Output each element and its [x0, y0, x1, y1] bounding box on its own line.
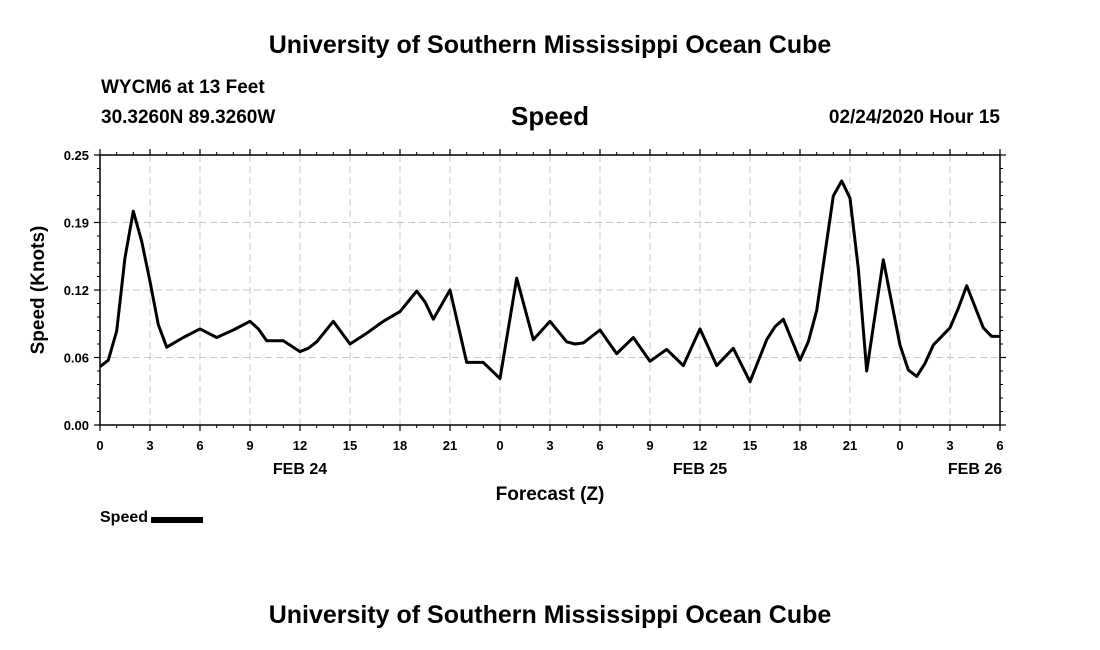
x-tick-label: 0 [496, 438, 503, 453]
station-label: WYCM6 at 13 Feet [101, 77, 265, 98]
day-label: FEB 24 [273, 461, 327, 478]
chart-title: Speed [510, 101, 590, 131]
x-tick-label: 15 [743, 438, 757, 453]
grid-lines [100, 155, 1000, 425]
x-tick-label: 21 [443, 438, 457, 453]
x-tick-label: 6 [596, 438, 603, 453]
x-tick-label: 0 [896, 438, 903, 453]
plot-frame [99, 154, 1001, 426]
y-axis-label: Speed (Knots) [28, 226, 49, 355]
x-tick-label: 0 [96, 438, 103, 453]
x-tick-label: 3 [546, 438, 553, 453]
y-tick-label: 0.19 [64, 216, 89, 231]
footer-title: University of Southern Mississippi Ocean… [268, 601, 832, 629]
x-tick-label: 21 [843, 438, 857, 453]
x-tick-label: 15 [343, 438, 357, 453]
x-tick-labels: 0 3 6 9 12 15 18 21 0 3 6 9 12 15 18 21 0 3 6 [96, 438, 1003, 453]
x-tick-label: 3 [146, 438, 153, 453]
day-labels: FEB 24 FEB 25 FEB 26 [273, 461, 1002, 478]
day-label: FEB 25 [673, 461, 727, 478]
x-tick-label: 9 [646, 438, 653, 453]
major-ticks [94, 149, 1006, 431]
speed-series-line [99, 179, 1000, 384]
x-tick-label: 6 [196, 438, 203, 453]
legend-swatch [151, 516, 204, 523]
y-tick-label: 0.25 [64, 148, 89, 163]
y-tick-label: 0.06 [64, 351, 89, 366]
datetime-label: 02/24/2020 Hour 15 [828, 107, 1000, 128]
day-label: FEB 26 [948, 461, 1002, 478]
y-tick-labels: 0.00 0.06 0.12 0.19 0.25 [64, 148, 89, 433]
y-tick-label: 0.00 [64, 418, 89, 433]
x-tick-label: 12 [293, 438, 307, 453]
legend: Speed [100, 509, 204, 527]
x-tick-label: 3 [946, 438, 953, 453]
x-tick-label: 6 [996, 438, 1003, 453]
x-axis-label: Forecast (Z) [496, 484, 605, 505]
x-tick-label: 9 [246, 438, 253, 453]
page-title: University of Southern Mississippi Ocean… [268, 31, 832, 59]
x-tick-label: 18 [393, 438, 407, 453]
y-tick-label: 0.12 [64, 283, 89, 298]
x-tick-label: 12 [693, 438, 707, 453]
coordinates-label: 30.3260N 89.3260W [101, 107, 276, 128]
x-tick-label: 18 [793, 438, 807, 453]
legend-label: Speed [100, 509, 149, 526]
